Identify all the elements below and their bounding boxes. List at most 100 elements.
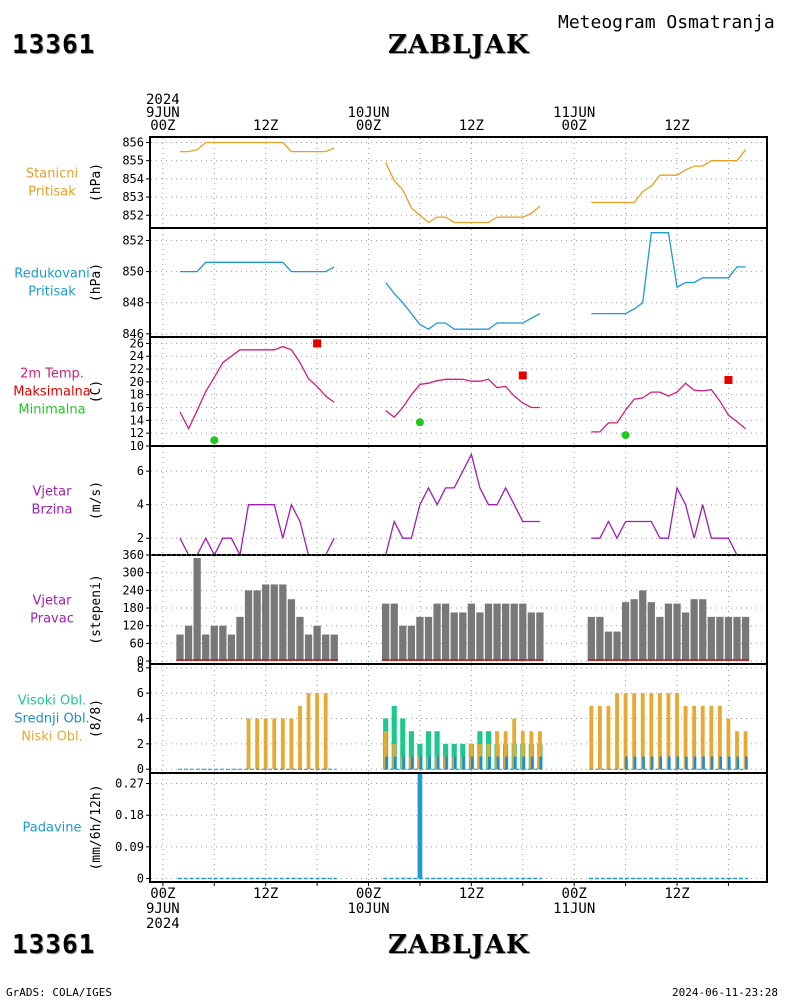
wind-direction-bar	[219, 625, 227, 662]
series-line	[591, 382, 747, 433]
y-tick-label: 855	[122, 154, 144, 168]
cloud-bar	[479, 756, 483, 770]
series-line	[591, 232, 746, 315]
station-id-bottom: 13361	[12, 930, 96, 960]
cloud-bar	[530, 756, 534, 770]
wind-direction-bar	[519, 603, 527, 662]
cloud-bar	[709, 705, 714, 770]
panel-label: Redukovani	[14, 267, 89, 282]
wind-direction-bar	[227, 634, 236, 662]
cloud-bar	[537, 731, 542, 770]
wind-direction-bar	[656, 616, 664, 662]
cloud-bar	[391, 705, 397, 770]
top-time-label: 12Z	[253, 118, 278, 134]
bottom-time-label: 00Z	[356, 886, 381, 902]
y-tick-label: 0.09	[115, 840, 144, 854]
panel-label: 2m Temp.	[20, 367, 84, 382]
bottom-time-label: 12Z	[664, 886, 689, 902]
y-tick-label: 0	[137, 871, 144, 885]
panel-label: Padavine	[23, 821, 82, 836]
cloud-bar	[323, 693, 328, 770]
top-time-label: 11JUN	[553, 105, 595, 121]
cloud-bar	[522, 756, 525, 770]
cloud-bar	[685, 756, 688, 770]
unit-label: (mm/6h/12h)	[89, 784, 104, 870]
cloud-bar	[505, 756, 508, 770]
cloud-bar	[529, 731, 534, 770]
y-tick-label: 360	[122, 548, 144, 562]
panel-content	[179, 452, 738, 554]
cloud-bar	[615, 693, 619, 770]
wind-direction-bar	[210, 625, 218, 662]
cloud-bar	[428, 756, 431, 770]
unit-label: (stepeni)	[89, 574, 104, 644]
wind-direction-bar	[442, 603, 450, 662]
station-id-top: 13361	[12, 30, 96, 60]
bottom-time-label: 12Z	[459, 886, 484, 902]
cloud-bar	[700, 705, 705, 770]
wind-direction-bar	[459, 612, 467, 662]
bottom-time-label: 11JUN	[553, 901, 595, 917]
wind-direction-bar	[699, 599, 707, 662]
wind-direction-bar	[639, 590, 647, 662]
panel-frame	[149, 227, 768, 338]
y-tick-label: 2	[137, 737, 144, 751]
cloud-bar	[745, 756, 748, 770]
top-time-label: 2024	[146, 92, 180, 108]
wind-direction-bar	[613, 631, 621, 662]
wind-direction-bar	[450, 612, 458, 662]
y-tick-label: 240	[122, 583, 144, 597]
cloud-bar	[289, 718, 294, 770]
cloud-bar	[606, 705, 611, 770]
wind-direction-bar	[399, 625, 407, 662]
y-tick-label: 2	[137, 531, 144, 545]
panel-content	[179, 339, 747, 445]
y-tick-label: 854	[122, 172, 144, 186]
panel-label: Maksimalna	[13, 385, 91, 400]
wind-direction-bar	[501, 603, 510, 662]
wind-direction-bar	[690, 599, 698, 662]
series-line	[385, 162, 541, 224]
y-tick-label: 300	[122, 566, 144, 580]
y-tick-label: 4	[137, 498, 144, 512]
series-line	[385, 378, 540, 418]
top-time-label: 00Z	[150, 118, 175, 134]
panel-content	[177, 774, 748, 880]
wind-direction-bar	[390, 603, 398, 662]
cloud-bar	[462, 756, 465, 770]
wind-direction-bar	[304, 634, 313, 662]
wind-direction-bar	[202, 634, 210, 662]
cloud-bar	[728, 756, 731, 770]
cloud-bar	[383, 731, 388, 770]
cloud-bar	[726, 718, 731, 770]
unit-label: (8/8)	[89, 699, 104, 738]
series-line	[180, 141, 335, 153]
cloud-bar	[392, 743, 397, 770]
cloud-bar	[710, 756, 714, 770]
top-time-label: 9JUN	[146, 105, 180, 121]
wind-direction-bar	[476, 612, 484, 662]
panel-label: Vjetar	[33, 485, 73, 500]
cloud-bar	[488, 756, 491, 770]
y-tick-label: 848	[122, 296, 144, 310]
panel-label: Pritisak	[28, 185, 76, 200]
wind-direction-bar	[424, 616, 433, 662]
wind-direction-bar	[382, 603, 390, 662]
cloud-bar	[597, 705, 602, 770]
cloud-bar	[692, 705, 697, 770]
y-tick-label: 24	[130, 349, 144, 363]
series-line	[591, 485, 738, 554]
y-tick-label: 4	[137, 712, 144, 726]
series-line	[385, 452, 540, 554]
cloud-bar	[513, 756, 517, 770]
station-name-bottom: ZABLJAK	[388, 930, 530, 960]
series-line	[385, 282, 541, 330]
panel-content	[177, 693, 748, 770]
wind-direction-bar	[604, 631, 613, 662]
panel-frame	[149, 772, 768, 883]
cloud-bar	[298, 705, 302, 770]
panel-label: Srednji Obl.	[14, 712, 89, 727]
panel-content	[180, 232, 746, 330]
cloud-bar	[451, 743, 457, 770]
